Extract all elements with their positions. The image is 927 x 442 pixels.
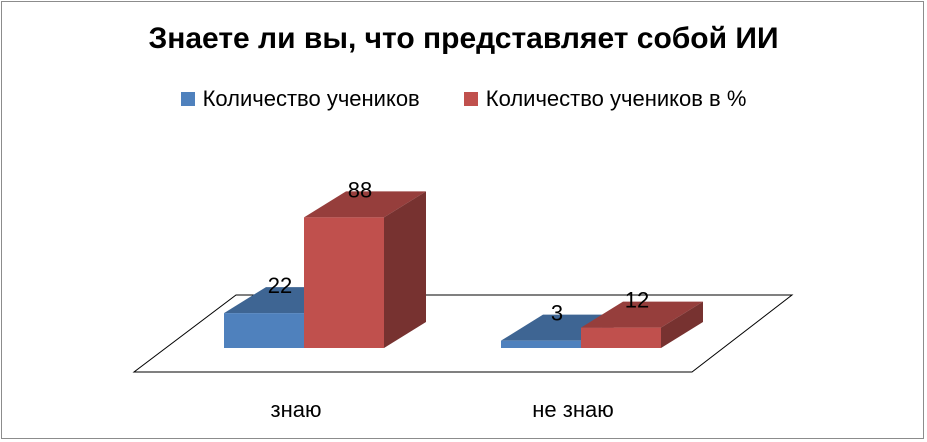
legend-label-series-2: Количество учеников в % <box>485 86 747 111</box>
data-label-1-1: 22 <box>268 273 292 298</box>
data-label-1-2: 3 <box>551 301 563 326</box>
category-label-2: не знаю <box>532 397 613 422</box>
bar-1-1 <box>224 313 304 348</box>
bar-top-2-2 <box>581 301 703 328</box>
legend-swatch-series-1 <box>180 92 195 106</box>
bar-top-2-1 <box>304 191 426 218</box>
category-label-1: знаю <box>271 397 322 422</box>
legend-swatch-series-2 <box>463 92 478 106</box>
data-label-2-2: 12 <box>625 288 649 313</box>
bar-side-2-1 <box>384 191 426 348</box>
bar-2-1 <box>304 217 384 348</box>
legend-label-series-1: Количество учеников <box>202 86 420 111</box>
legend: Количество учеников Количество учеников … <box>0 86 927 112</box>
bar-1-2 <box>501 340 581 348</box>
data-label-2-1: 88 <box>348 177 372 202</box>
bar-side-2-2 <box>661 301 703 348</box>
legend-item-series-2: Количество учеников в % <box>463 86 747 112</box>
chart-title: Знаете ли вы, что представляет собой ИИ <box>148 22 779 55</box>
legend-item-series-1: Количество учеников <box>180 86 420 112</box>
bar-2-2 <box>581 327 661 348</box>
